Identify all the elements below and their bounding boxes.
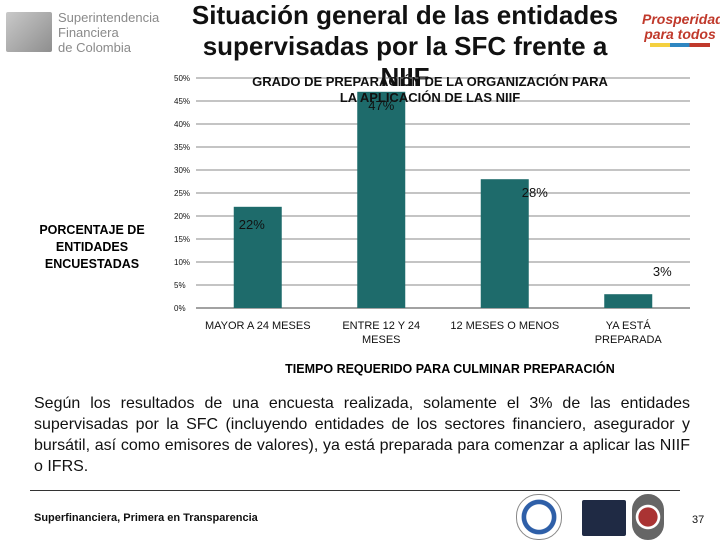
y-tick-label: 35% [174,143,190,152]
logo-line-2: Financiera [58,25,119,40]
bar [480,179,529,308]
sfc-logo: Superintendencia Financiera de Colombia [6,8,166,56]
y-tick-label: 40% [174,120,190,129]
x-category-label: MAYOR A 24 MESES [205,320,311,332]
logo-line-3: de Colombia [58,40,131,55]
y-tick-label: 5% [174,281,186,290]
summary-paragraph: Según los resultados de una encuesta rea… [34,395,690,475]
title-line-1: Situación general de las entidades [191,0,619,30]
title-line-3: NIIF [380,62,430,92]
y-label-line-1: PORCENTAJE DE [39,223,145,237]
y-tick-label: 0% [174,304,186,313]
y-tick-label: 50% [174,74,190,83]
quality-seal-icon [632,494,664,540]
y-tick-label: 45% [174,97,190,106]
bar [357,91,406,308]
y-label-line-2: ENTIDADES [55,240,129,254]
chart-title-line-2: LA APLICACIÓN DE LAS NIIF [339,90,521,105]
x-category-label: MESES [362,334,401,346]
y-tick-label: 15% [174,235,190,244]
data-label: 22% [239,217,265,232]
brand-line-2: para todos [644,26,716,42]
chart-title-line-1: GRADO DE PREPARACIÓN DE LA ORGANIZACIÓN … [252,74,608,89]
x-category-label: PREPARADA [595,334,663,346]
page-title: Situación general de las entidades super… [170,0,640,93]
y-axis-label: PORCENTAJE DE ENTIDADES ENCUESTADAS [22,222,162,273]
x-category-label: YA ESTÁ [606,319,652,332]
iso-certification-badge-icon [582,500,626,536]
title-line-2: supervisadas por la SFC frente a [202,31,608,61]
sfc-emblem-icon [6,12,52,52]
y-tick-label: 30% [174,166,190,175]
y-tick-label: 20% [174,212,190,221]
x-category-label: ENTRE 12 Y 24 [342,320,420,332]
data-label: 47% [368,98,394,113]
certification-seal-icon [516,494,562,540]
bar [604,294,653,308]
x-category-label: 12 MESES O MENOS [450,320,559,332]
brand-line-1: Prosperidad [642,11,720,27]
logo-line-1: Superintendencia [58,10,160,25]
data-label: 3% [653,264,672,279]
page-number: 37 [692,514,705,526]
y-tick-label: 10% [174,258,190,267]
footer-slogan: Superfinanciera, Primera en Transparenci… [34,512,258,524]
x-axis-label: TIEMPO REQUERIDO PARA CULMINAR PREPARACI… [285,362,615,376]
y-tick-label: 25% [174,189,190,198]
footer-divider [30,490,680,491]
flag-stripe [650,43,710,47]
data-label: 28% [522,185,548,200]
y-label-line-3: ENCUESTADAS [44,257,140,271]
sfc-logo-text: Superintendencia Financiera de Colombia [58,10,159,55]
prosperidad-logo: Prosperidad para todos [642,11,720,50]
bar [233,206,282,308]
chart-title: GRADO DE PREPARACIÓN DE LA ORGANIZACIÓN … [200,74,660,106]
